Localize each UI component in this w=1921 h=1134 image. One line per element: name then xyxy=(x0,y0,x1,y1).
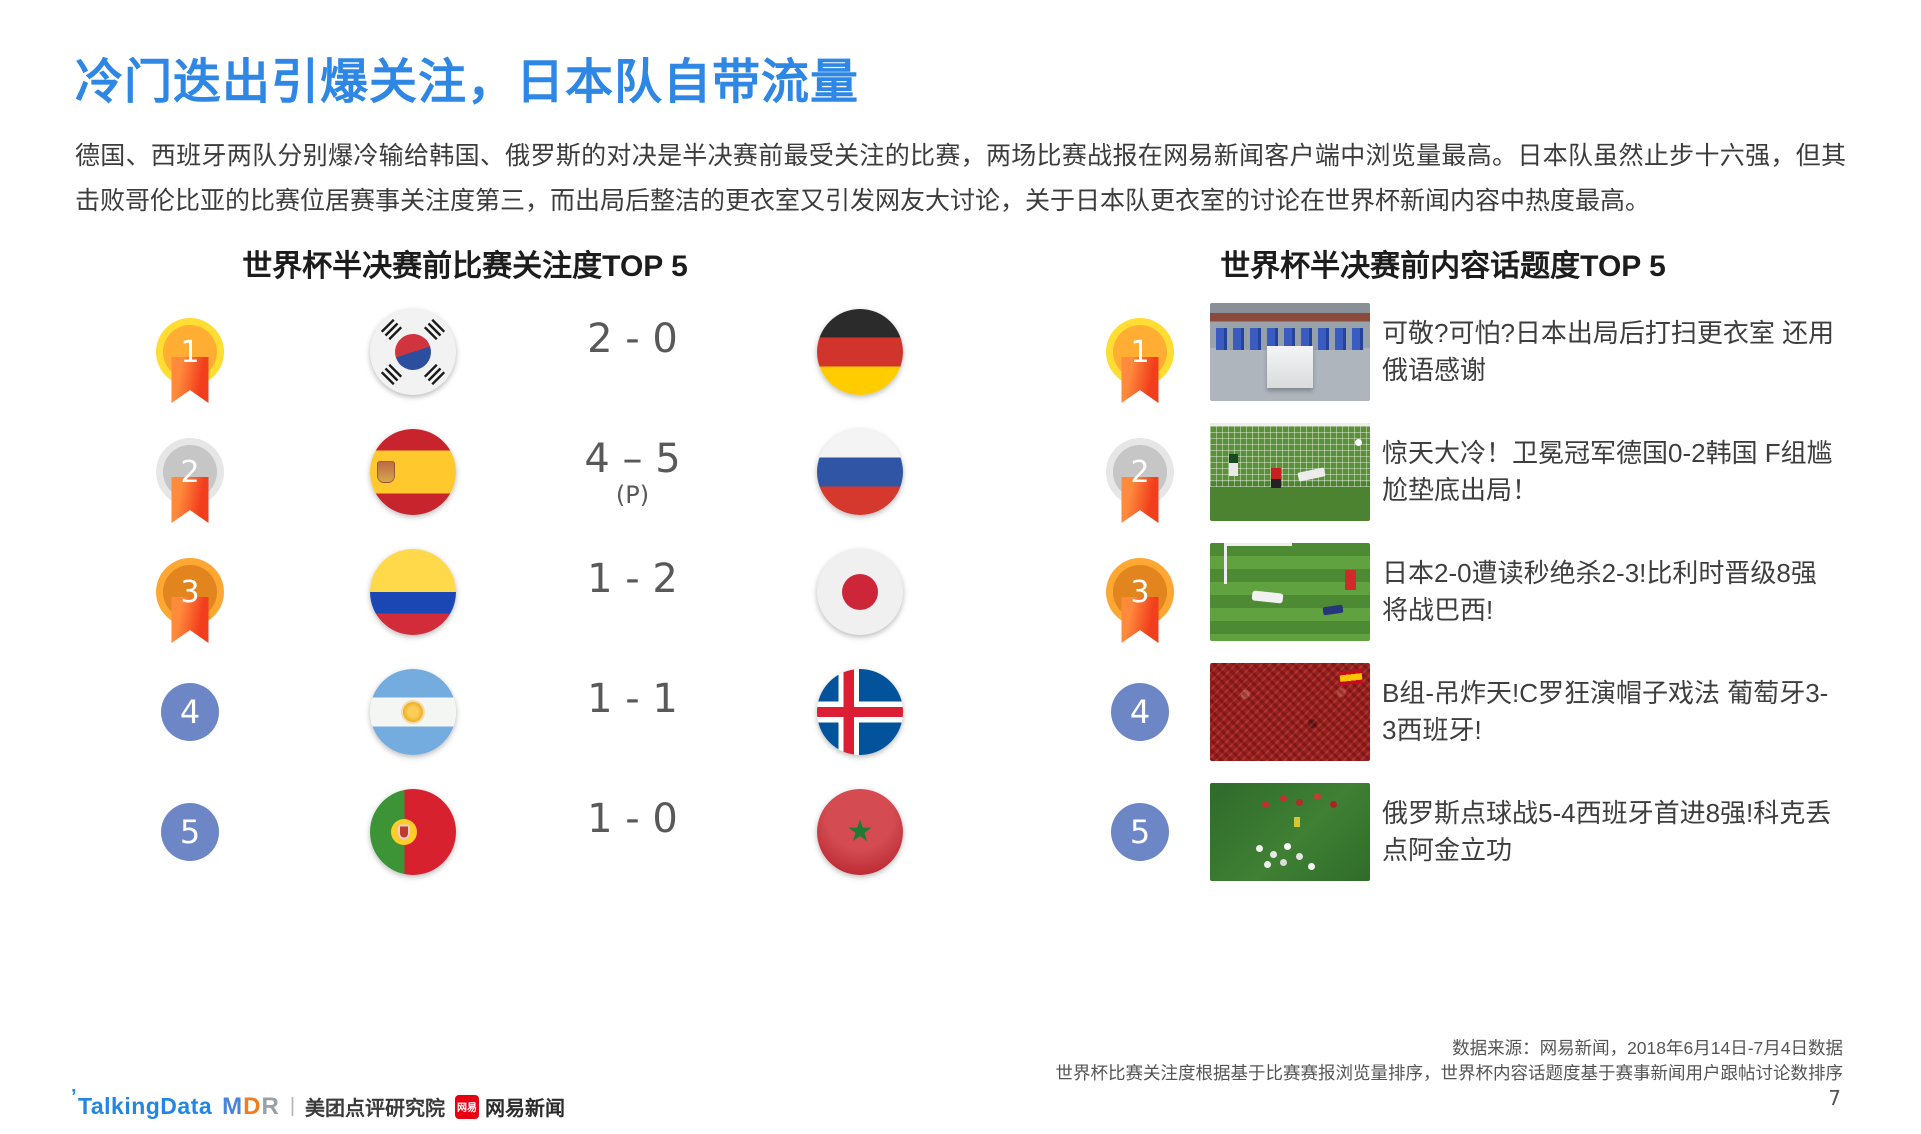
silver-medal-icon: 2 xyxy=(163,445,217,499)
rank-number: 1 xyxy=(180,334,200,370)
score-note: (P) xyxy=(615,481,650,509)
flag-portugal-icon xyxy=(369,789,456,875)
score-value: 1 - 0 xyxy=(587,796,678,842)
match-score: 2 - 0 xyxy=(587,316,678,388)
flag-colombia-icon xyxy=(369,549,456,635)
flag-japan-icon xyxy=(817,549,903,635)
bronze-medal-icon: 3 xyxy=(163,565,217,619)
netease-news-logo: 网易 网易新闻 xyxy=(455,1092,565,1121)
match-row: 1 2 - 0 xyxy=(75,292,1040,412)
rank-badge: 3 xyxy=(1070,565,1210,619)
rank-badge: 1 xyxy=(1070,325,1210,379)
rank-circle-icon: 4 xyxy=(1111,683,1169,741)
right-section-title: 世界杯半决赛前内容话题度TOP 5 xyxy=(1220,250,1666,283)
match-row: 2 4 – 5 (P) xyxy=(75,412,1040,532)
rank-number: 5 xyxy=(1129,813,1151,851)
rank-badge: 5 xyxy=(161,803,219,861)
news-row: 3 日本2-0遭读秒绝杀2-3!比利时晋级8强将战巴西! xyxy=(1040,532,1846,652)
news-thumbnail-players-down xyxy=(1210,543,1370,641)
score-value: 1 - 1 xyxy=(587,676,678,722)
rank-badge: 2 xyxy=(163,445,217,499)
mdr-letter-d: D xyxy=(243,1092,262,1120)
score-value: 4 – 5 xyxy=(584,436,681,482)
rank-badge: 3 xyxy=(163,565,217,619)
rank-number: 3 xyxy=(1130,574,1150,610)
news-thumbnail-fans-crowd xyxy=(1210,663,1370,761)
netease-news-label: 网易新闻 xyxy=(485,1098,566,1120)
talkingdata-logo: TalkingData xyxy=(71,1086,212,1120)
score-value: 2 - 0 xyxy=(587,316,678,362)
rank-number: 1 xyxy=(1130,334,1150,370)
rank-number: 3 xyxy=(180,574,200,610)
score-value: 1 - 2 xyxy=(587,556,678,602)
report-slide: 冷门迭出引爆关注，日本队自带流量 德国、西班牙两队分别爆冷输给韩国、俄罗斯的对决… xyxy=(0,54,1921,1134)
rank-badge: 5 xyxy=(1070,803,1210,861)
flag-spain-icon xyxy=(369,429,456,515)
page-title: 冷门迭出引爆关注，日本队自带流量 xyxy=(75,56,860,109)
content-topics-section: 世界杯半决赛前内容话题度TOP 5 1 可敬?可怕?日本出局后打扫更衣室 还用俄… xyxy=(1040,232,1846,892)
footer-logos: TalkingData MDR | 美团点评研究院 网易 网易新闻 xyxy=(71,1086,565,1121)
left-section-title: 世界杯半决赛前比赛关注度TOP 5 xyxy=(242,250,688,283)
mdr-logo: MDR xyxy=(222,1093,280,1121)
mdr-letter-m: M xyxy=(222,1092,244,1120)
news-thumbnail-celebration xyxy=(1210,783,1370,881)
match-score: 1 - 0 xyxy=(587,796,678,868)
rank-badge: 4 xyxy=(161,683,219,741)
rank-badge: 2 xyxy=(1070,445,1210,499)
news-row: 4 B组-吊炸天!C罗狂演帽子戏法 葡萄牙3-3西班牙! xyxy=(1040,652,1846,772)
bronze-medal-icon: 3 xyxy=(1113,565,1167,619)
news-headline: 惊天大冷！卫冕冠军德国0-2韩国 F组尴尬垫底出局！ xyxy=(1382,438,1833,505)
match-attention-section: 世界杯半决赛前比赛关注度TOP 5 1 2 - 0 2 4 – 5 xyxy=(75,232,1040,892)
data-source-notes: 数据来源：网易新闻，2018年6月14日-7月4日数据 世界杯比赛关注度根据基于… xyxy=(1056,1036,1844,1086)
mdr-letter-r: R xyxy=(261,1092,280,1120)
page-number: 7 xyxy=(1828,1086,1841,1110)
flag-russia-icon xyxy=(817,429,903,515)
flag-argentina-icon xyxy=(369,669,456,755)
flag-iceland-icon xyxy=(817,669,903,755)
intro-paragraph: 德国、西班牙两队分别爆冷输给韩国、俄罗斯的对决是半决赛前最受关注的比赛，两场比赛… xyxy=(75,142,1846,215)
news-row: 5 俄罗斯点球战5-4西班牙首进8强!科克丢点阿金立功 xyxy=(1040,772,1846,892)
content-columns: 世界杯半决赛前比赛关注度TOP 5 1 2 - 0 2 4 – 5 xyxy=(75,232,1846,892)
rank-circle-icon: 5 xyxy=(1111,803,1169,861)
news-row: 2 惊天大冷！卫冕冠军德国0-2韩国 F组尴尬垫底出局！ xyxy=(1040,412,1846,532)
news-thumbnail-goal-scene xyxy=(1210,423,1370,521)
match-score: 1 - 2 xyxy=(587,556,678,628)
silver-medal-icon: 2 xyxy=(1113,445,1167,499)
news-headline: B组-吊炸天!C罗狂演帽子戏法 葡萄牙3-3西班牙! xyxy=(1382,678,1829,745)
news-headline: 可敬?可怕?日本出局后打扫更衣室 还用俄语感谢 xyxy=(1382,318,1835,385)
rank-number: 2 xyxy=(180,454,200,490)
source-line-1: 数据来源：网易新闻，2018年6月14日-7月4日数据 xyxy=(1452,1038,1843,1058)
rank-number: 4 xyxy=(179,693,201,731)
gold-medal-icon: 1 xyxy=(1113,325,1167,379)
rank-badge: 4 xyxy=(1070,683,1210,741)
flag-south-korea-icon xyxy=(369,309,456,395)
rank-circle-icon: 5 xyxy=(161,803,219,861)
rank-number: 5 xyxy=(179,813,201,851)
match-row: 3 1 - 2 xyxy=(75,532,1040,652)
flag-germany-icon xyxy=(817,309,903,395)
news-thumbnail-locker-room xyxy=(1210,303,1370,401)
meituan-research-label: 美团点评研究院 xyxy=(305,1098,446,1120)
rank-number: 4 xyxy=(1129,693,1151,731)
match-score: 4 – 5 (P) xyxy=(584,436,680,508)
match-row: 5 1 - 0 xyxy=(75,772,1040,892)
news-row: 1 可敬?可怕?日本出局后打扫更衣室 还用俄语感谢 xyxy=(1040,292,1846,412)
match-score: 1 - 1 xyxy=(587,676,678,748)
rank-circle-icon: 4 xyxy=(161,683,219,741)
rank-badge: 1 xyxy=(163,325,217,379)
gold-medal-icon: 1 xyxy=(163,325,217,379)
rank-number: 2 xyxy=(1130,454,1150,490)
logo-separator: | xyxy=(289,1095,296,1117)
news-headline: 俄罗斯点球战5-4西班牙首进8强!科克丢点阿金立功 xyxy=(1382,798,1832,865)
flag-morocco-icon xyxy=(817,789,903,875)
netease-logo-icon: 网易 xyxy=(455,1094,480,1119)
source-line-2: 世界杯比赛关注度根据基于比赛赛报浏览量排序，世界杯内容话题度基于赛事新闻用户跟帖… xyxy=(1055,1063,1844,1083)
match-row: 4 1 - 1 xyxy=(75,652,1040,772)
news-headline: 日本2-0遭读秒绝杀2-3!比利时晋级8强将战巴西! xyxy=(1382,558,1817,625)
